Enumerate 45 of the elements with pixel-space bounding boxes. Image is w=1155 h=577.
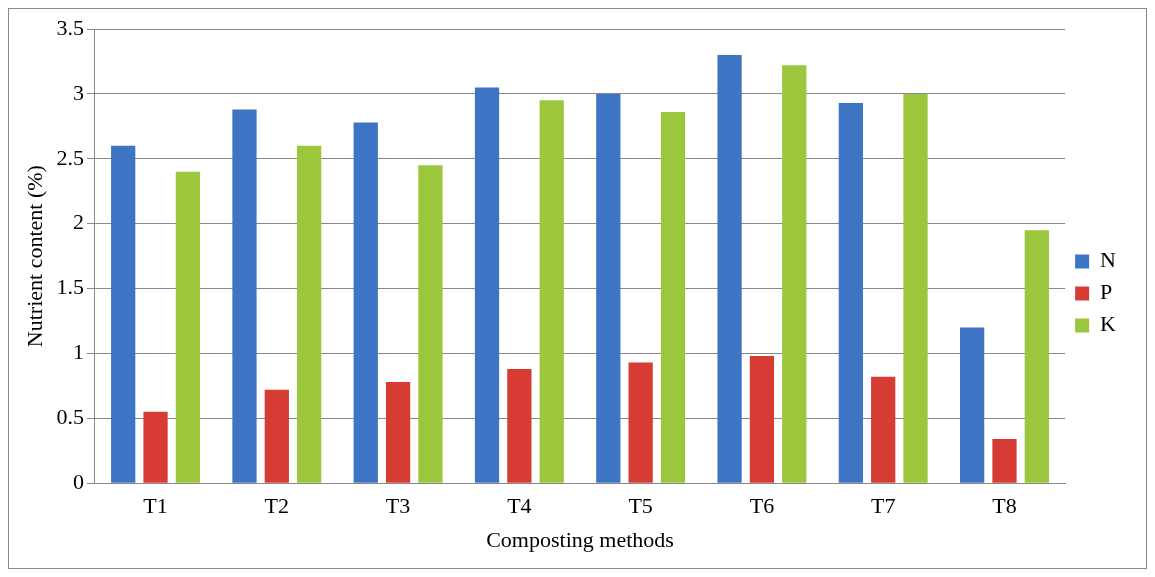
bar xyxy=(903,93,928,483)
bar xyxy=(353,122,378,483)
x-tick-label: T4 xyxy=(507,493,532,519)
bar xyxy=(871,376,896,483)
legend-label: N xyxy=(1100,247,1117,273)
y-tick-label: 1.5 xyxy=(56,274,84,300)
y-tick-label: 0 xyxy=(72,468,84,494)
y-axis-title: Nutrient content (%) xyxy=(21,165,47,348)
y-tick-label: 1 xyxy=(72,339,84,365)
bar xyxy=(539,100,564,483)
bar xyxy=(418,165,443,483)
bar xyxy=(232,109,257,483)
x-tick-label: T7 xyxy=(870,493,896,519)
bar xyxy=(1024,230,1049,483)
y-tick-label: 2.5 xyxy=(56,144,84,170)
bar xyxy=(660,112,686,483)
x-tick-label: T2 xyxy=(264,493,290,519)
bar xyxy=(111,145,136,483)
y-tick-label: 2 xyxy=(72,209,84,235)
legend-label: P xyxy=(1100,279,1113,305)
bar xyxy=(628,362,653,483)
bar xyxy=(596,93,621,483)
bar xyxy=(507,369,532,483)
y-tick-label: 3.5 xyxy=(56,14,84,40)
x-tick-label: T3 xyxy=(385,493,411,519)
bar xyxy=(960,327,985,483)
bar xyxy=(717,54,742,483)
legend-label: K xyxy=(1100,311,1117,337)
bar xyxy=(175,171,201,483)
bar xyxy=(838,102,863,483)
x-axis-title: Composting methods xyxy=(486,526,674,552)
bar xyxy=(474,87,500,483)
bar xyxy=(385,381,411,483)
y-tick-label: 3 xyxy=(72,79,84,105)
x-tick-label: T1 xyxy=(143,493,168,519)
bar xyxy=(782,65,807,483)
bar xyxy=(992,439,1017,483)
bar xyxy=(264,389,289,483)
bar xyxy=(143,411,168,483)
y-tick-label: 0.5 xyxy=(56,404,84,430)
x-tick-label: T5 xyxy=(628,493,653,519)
x-tick-label: T6 xyxy=(749,493,775,519)
x-tick-label: T8 xyxy=(992,493,1017,519)
bar xyxy=(297,145,322,483)
bar xyxy=(749,356,775,483)
